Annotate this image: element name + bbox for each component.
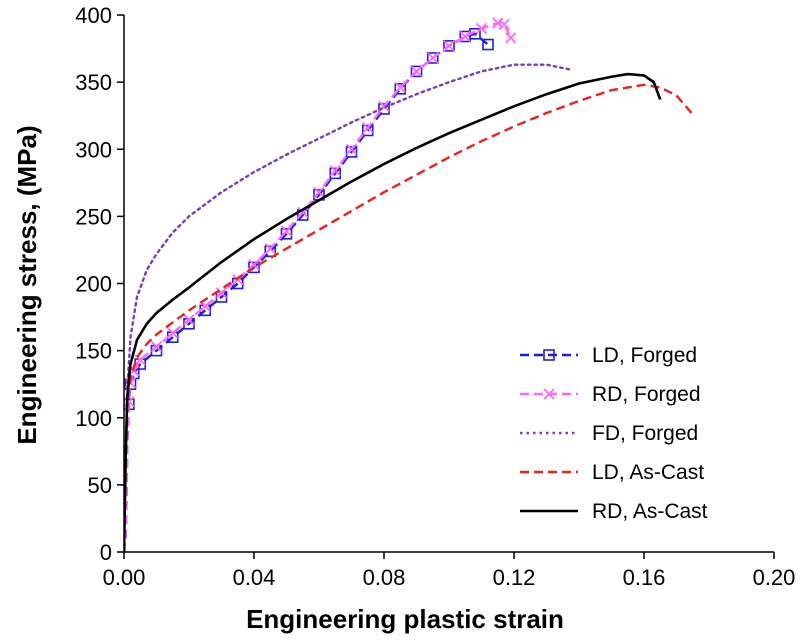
legend: LD, Forged RD, Forged FD, Forged LD, As-Cas…	[520, 344, 708, 523]
data-point	[498, 18, 510, 31]
legend-label: LD, Forged	[592, 344, 697, 367]
series-line	[124, 72, 662, 552]
data-point	[264, 245, 277, 258]
x-tick-label: 0.12	[493, 565, 536, 590]
series-layer	[124, 17, 694, 552]
data-point	[459, 30, 471, 43]
y-tick-label: 0	[100, 540, 112, 565]
legend-marker	[543, 349, 555, 361]
series-line	[124, 63, 574, 552]
data-point	[443, 40, 455, 52]
series-line	[124, 32, 489, 552]
y-tick-label: 200	[75, 272, 112, 297]
data-point	[313, 186, 325, 198]
data-point	[264, 242, 276, 255]
y-tick-label: 100	[75, 406, 112, 431]
x-tick-label: 0.16	[623, 565, 666, 590]
data-point	[280, 225, 293, 237]
legend-entry: LD, As-Cast	[520, 461, 704, 484]
x-tick-label: 0.08	[363, 565, 406, 590]
data-point	[426, 52, 439, 64]
data-point	[362, 122, 374, 134]
y-tick-label: 300	[75, 137, 112, 162]
series-4	[124, 72, 662, 552]
legend-entry: RD, Forged	[520, 383, 701, 406]
data-point	[280, 228, 293, 240]
data-point	[361, 124, 374, 137]
data-point	[183, 314, 195, 326]
data-point	[410, 65, 423, 78]
data-point	[124, 396, 135, 408]
data-point	[329, 165, 341, 177]
series-2	[124, 63, 574, 552]
y-tick-label: 50	[88, 473, 112, 498]
ticks-layer: 0 50 100 150 200 250 300 350 400 0.00 0.04 0.08 0.12…	[75, 3, 795, 590]
legend-marker	[543, 388, 555, 400]
data-point	[410, 65, 423, 78]
legend-entry: RD, As-Cast	[520, 500, 708, 523]
data-point	[248, 261, 260, 274]
legend-label: LD, As-Cast	[592, 461, 704, 484]
data-point	[427, 52, 439, 64]
legend-label: FD, Forged	[592, 422, 698, 445]
data-point	[394, 83, 407, 95]
series-1	[124, 17, 517, 552]
series-0	[124, 27, 494, 552]
series-line	[124, 83, 694, 552]
legend-entry: FD, Forged	[520, 422, 698, 445]
y-axis-title: Engineering stress, (MPa)	[12, 125, 42, 444]
y-tick-label: 350	[75, 70, 112, 95]
data-point	[345, 143, 358, 155]
data-point	[505, 32, 517, 44]
data-point	[215, 287, 228, 299]
y-tick-label: 150	[75, 339, 112, 364]
series-line	[124, 21, 512, 552]
data-point	[394, 81, 406, 94]
series-3	[124, 83, 694, 552]
x-tick-label: 0.04	[233, 565, 276, 590]
data-point	[443, 40, 455, 52]
data-point	[345, 146, 358, 158]
x-tick-label: 0.20	[753, 565, 796, 590]
y-tick-label: 250	[75, 204, 112, 229]
y-tick-label: 400	[75, 3, 112, 28]
data-point	[329, 167, 342, 180]
x-axis-title: Engineering plastic strain	[246, 604, 564, 634]
legend-label: RD, As-Cast	[592, 500, 708, 523]
data-point	[167, 327, 179, 339]
data-point	[475, 22, 488, 35]
x-tick-label: 0.00	[103, 565, 146, 590]
legend-entry: LD, Forged	[520, 344, 697, 367]
legend-label: RD, Forged	[592, 383, 701, 406]
data-point	[150, 340, 163, 353]
data-point	[482, 38, 494, 51]
data-point	[248, 259, 260, 271]
